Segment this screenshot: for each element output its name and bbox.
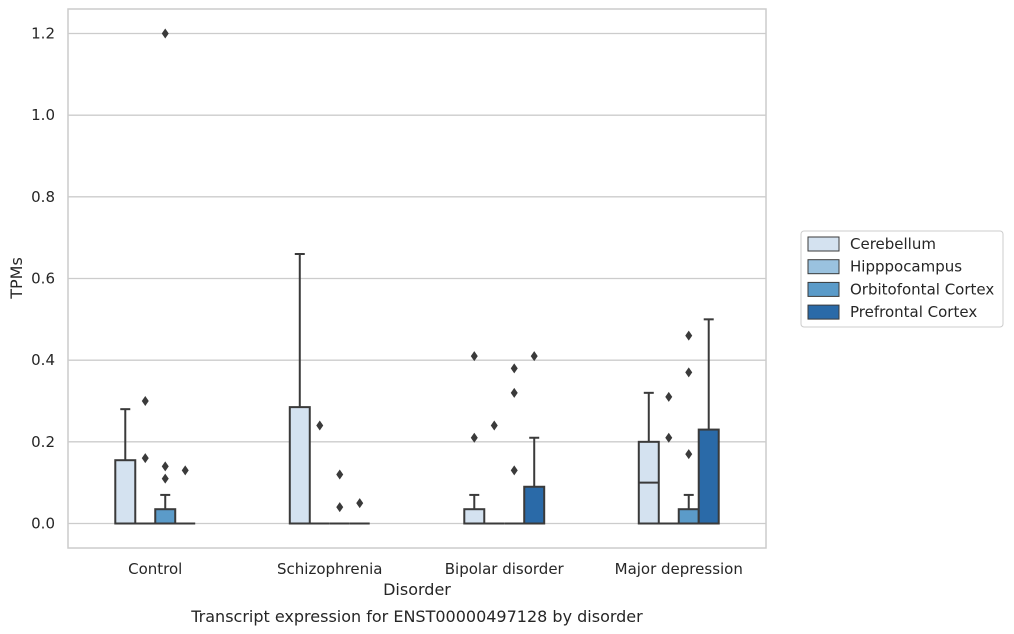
box-iqr <box>114 459 137 525</box>
outlier-point <box>356 498 364 509</box>
box-prefrontal-cortex-1 <box>349 498 370 525</box>
outlier-point <box>685 449 693 460</box>
legend-swatch <box>807 281 840 297</box>
y-axis-label: TPMs <box>7 257 26 300</box>
x-tick-label: Control <box>128 560 182 578</box>
box-prefrontal-cortex-0 <box>175 465 196 525</box>
outlier-point <box>181 465 189 476</box>
box-prefrontal-cortex-3 <box>697 318 720 525</box>
box-orbitofontal-cortex-2 <box>504 363 525 525</box>
legend-frame <box>800 230 1004 328</box>
box-prefrontal-cortex-2 <box>523 351 546 525</box>
box-hipppocampus-1 <box>309 420 330 525</box>
box-orbitofontal-cortex-1 <box>329 469 350 525</box>
y-tick-label: 0.2 <box>31 433 55 451</box>
y-axis-ticks: 0.0 0.2 0.4 0.6 0.8 1.0 1.2 <box>31 25 55 533</box>
y-tick-label: 1.2 <box>31 25 55 43</box>
box-hipppocampus-0 <box>135 396 156 525</box>
outlier-point <box>470 432 478 443</box>
y-tick-label: 0.6 <box>31 270 55 288</box>
box-cerebellum-2 <box>463 351 486 525</box>
box-iqr <box>697 428 720 525</box>
legend-swatch <box>807 236 840 252</box>
legend: Cerebellum Hipppocampus Orbitofontal Corte… <box>800 230 1004 328</box>
outlier-point <box>530 351 538 362</box>
y-tick-label: 0.4 <box>31 351 55 369</box>
box-iqr <box>523 485 546 525</box>
x-axis-label: Disorder <box>383 580 451 599</box>
outlier-point <box>510 363 518 374</box>
legend-swatch <box>807 304 840 320</box>
outlier-point <box>510 387 518 398</box>
outlier-point <box>161 461 169 472</box>
box-cerebellum-3 <box>637 391 660 525</box>
outlier-point <box>510 465 518 476</box>
legend-label: Prefrontal Cortex <box>850 303 977 321</box>
boxes <box>114 28 720 525</box>
outlier-point <box>685 367 693 378</box>
legend-swatch <box>807 259 840 275</box>
box-hipppocampus-3 <box>658 391 679 525</box>
outlier-point <box>161 28 169 39</box>
x-tick-label: Bipolar disorder <box>445 560 565 578</box>
box-iqr <box>463 508 486 525</box>
x-tick-label: Major depression <box>615 560 743 578</box>
outlier-point <box>336 502 344 513</box>
y-tick-label: 0.8 <box>31 188 55 206</box>
outlier-point <box>470 351 478 362</box>
outlier-point <box>336 469 344 480</box>
outlier-point <box>665 391 673 402</box>
y-tick-label: 0.0 <box>31 515 55 533</box>
gridlines <box>68 32 766 525</box>
box-iqr <box>154 508 177 525</box>
x-axis-ticks: Control Schizophrenia Bipolar disorder Majo… <box>128 560 743 578</box>
outlier-point <box>665 432 673 443</box>
legend-label: Orbitofontal Cortex <box>850 280 994 298</box>
outlier-point <box>685 330 693 341</box>
outlier-point <box>490 420 498 431</box>
box-hipppocampus-2 <box>484 420 505 525</box>
x-tick-label: Schizophrenia <box>277 560 382 578</box>
box-iqr <box>677 508 700 525</box>
plot-frame <box>67 8 767 549</box>
outlier-point <box>141 453 149 464</box>
box-iqr <box>288 406 311 525</box>
box-orbitofontal-cortex-3 <box>677 330 700 525</box>
y-tick-label: 1.0 <box>31 106 55 124</box>
outlier-point <box>316 420 324 431</box>
legend-label: Hipppocampus <box>850 258 962 276</box>
box-cerebellum-1 <box>288 253 311 525</box>
box-orbitofontal-cortex-0 <box>154 28 177 525</box>
chart-caption: Transcript expression for ENST0000049712… <box>190 607 643 626</box>
outlier-point <box>161 473 169 484</box>
legend-label: Cerebellum <box>850 235 936 253</box>
outlier-point <box>141 396 149 406</box>
box-cerebellum-0 <box>114 408 137 525</box>
